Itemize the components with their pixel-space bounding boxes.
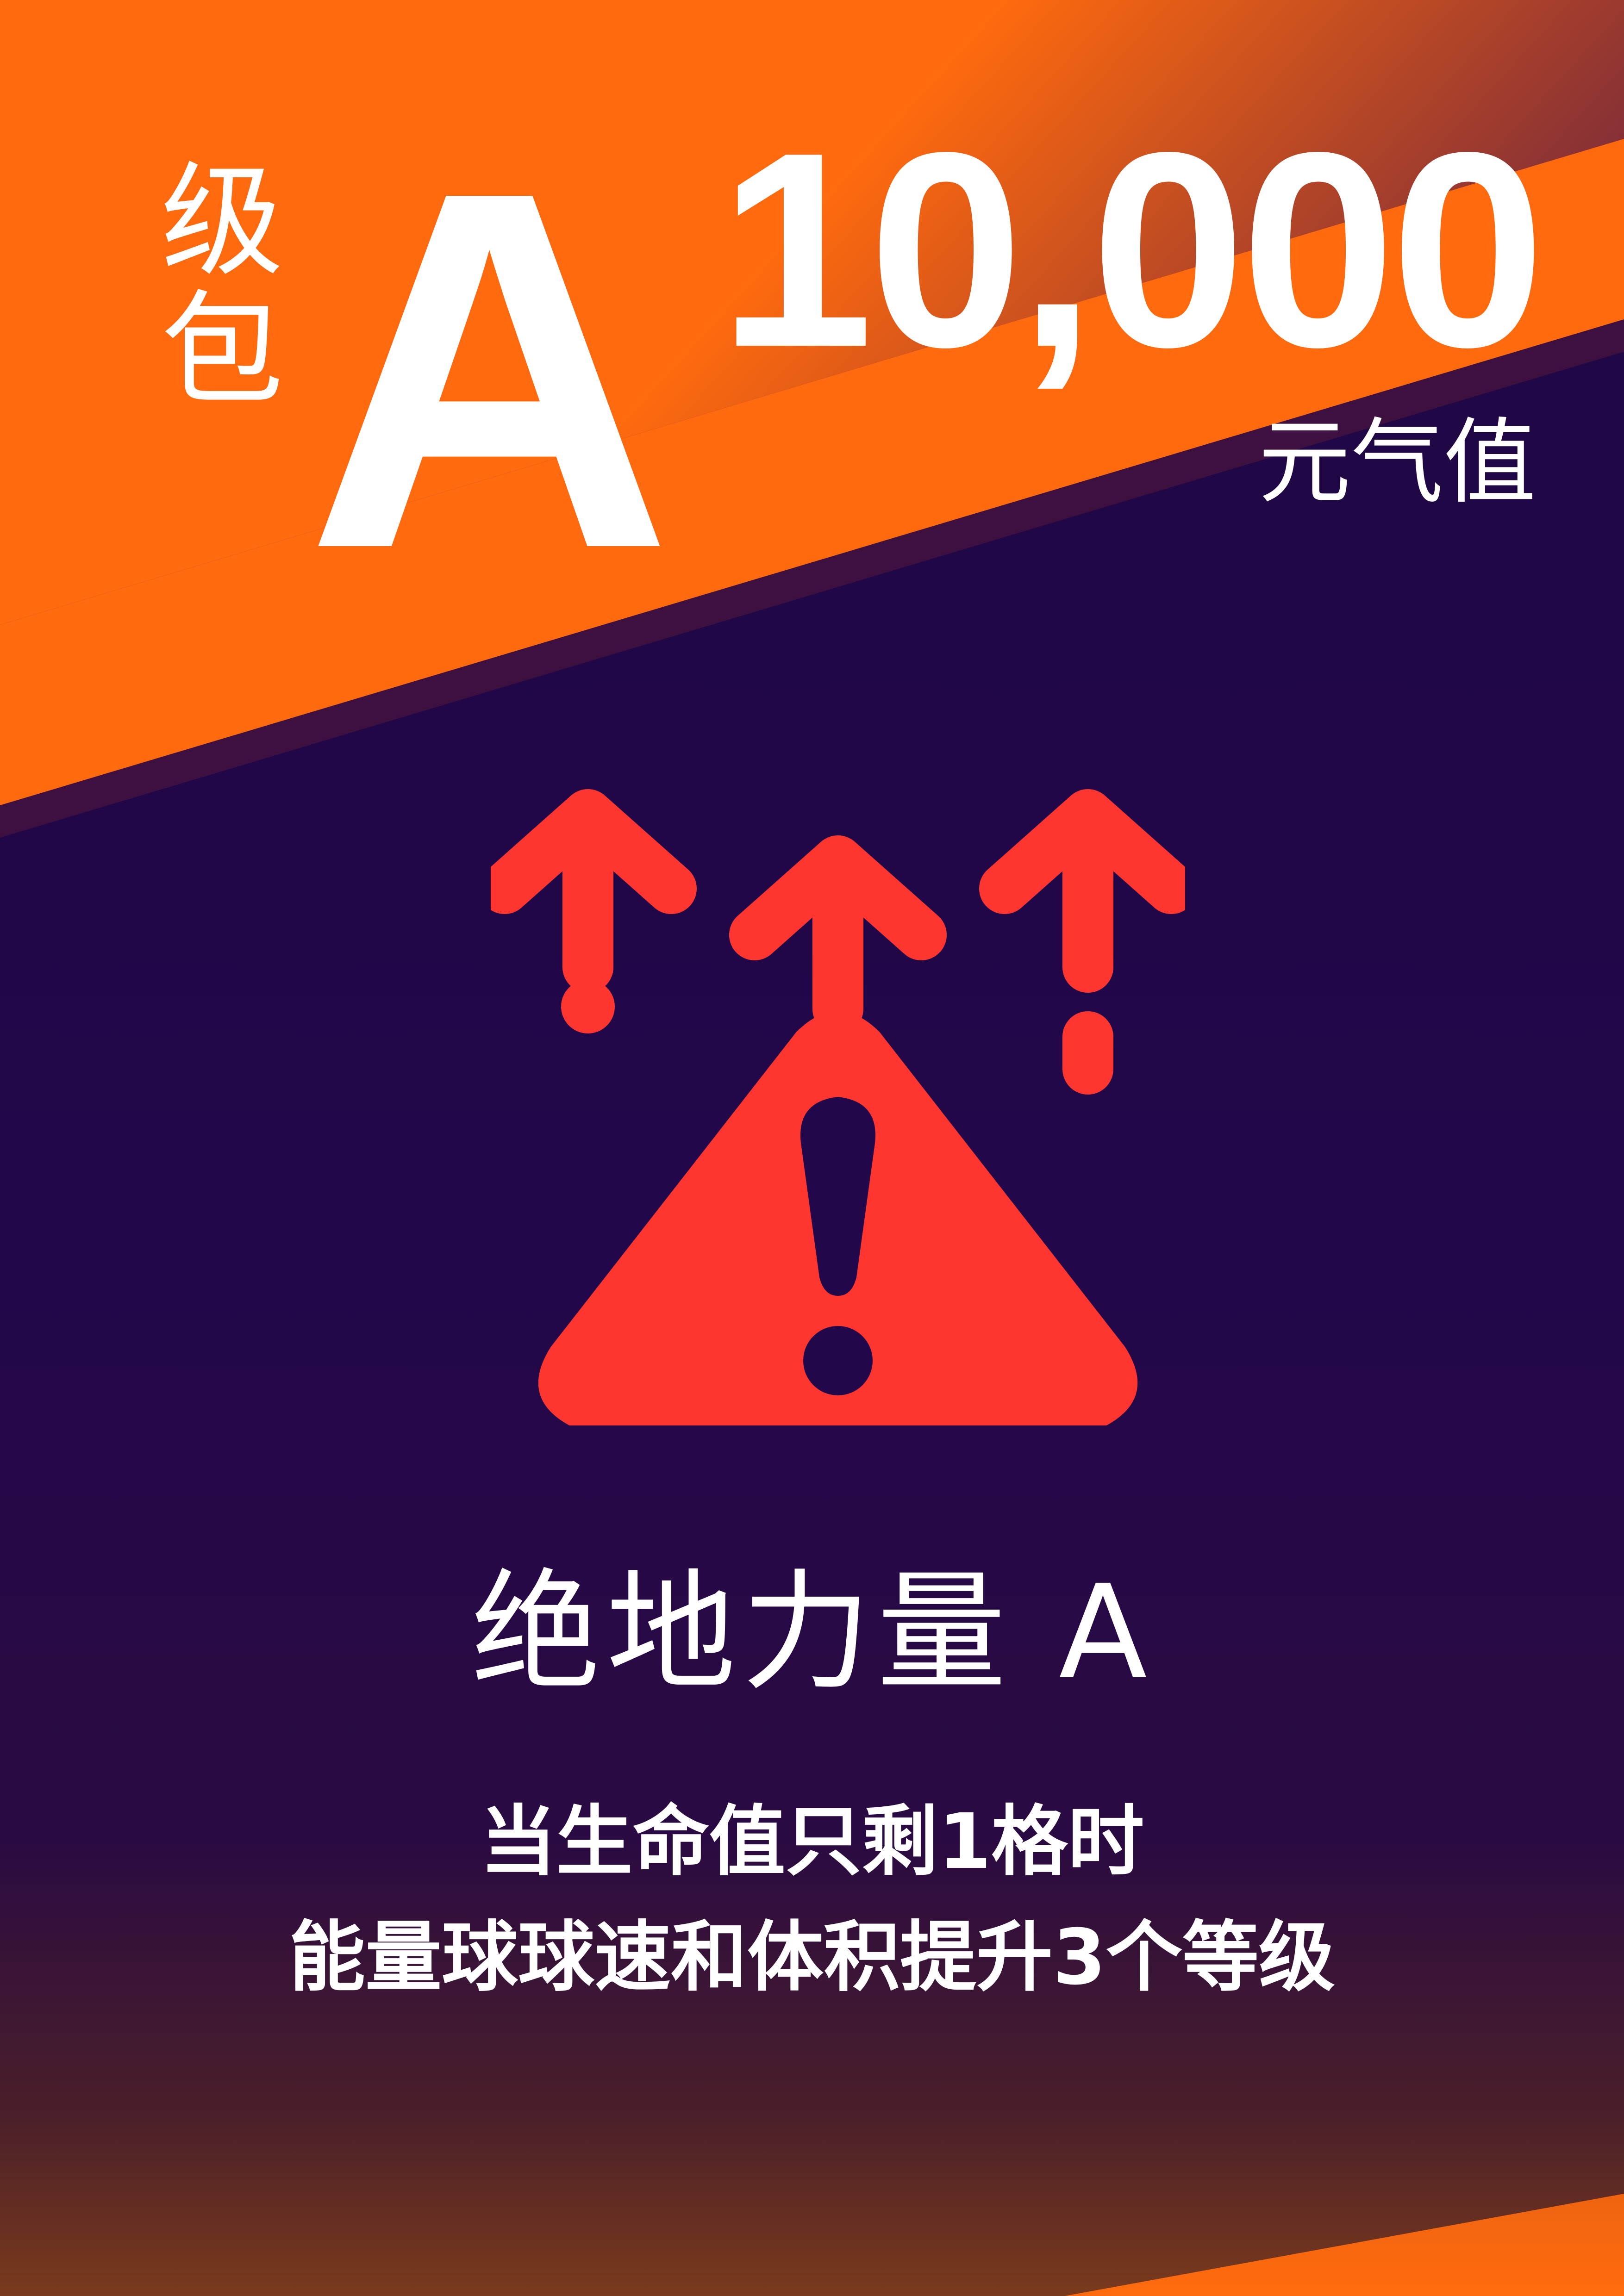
tier-char-2: 包 — [161, 279, 284, 422]
tier-char-1: 级 — [161, 150, 284, 293]
tier-letter: A — [306, 86, 674, 654]
description-line-1: 当生命值只剩1格时 — [480, 1797, 1144, 1886]
triangle-warning-arrows-up-icon — [491, 789, 1185, 1425]
exclamation-mark-icon — [800, 1097, 875, 1395]
left-arrow-icon — [491, 789, 697, 1033]
price-value: 10,000 — [718, 95, 1545, 405]
top-orange-block — [0, 0, 1624, 625]
currency-label: 元气值 — [1258, 409, 1536, 516]
bottom-orange-corner — [1065, 2194, 1624, 2296]
right-arrow-icon — [979, 789, 1185, 1095]
center-arrow-icon — [729, 835, 947, 1034]
orange-diagonal-band — [0, 139, 1624, 805]
card-title: 绝地力量 A — [471, 1557, 1153, 1708]
band-shadow — [0, 319, 1624, 838]
tier-label-vertical: 级 包 — [153, 157, 292, 415]
description-line-2: 能量球球速和体积提升3个等级 — [289, 1913, 1335, 2002]
